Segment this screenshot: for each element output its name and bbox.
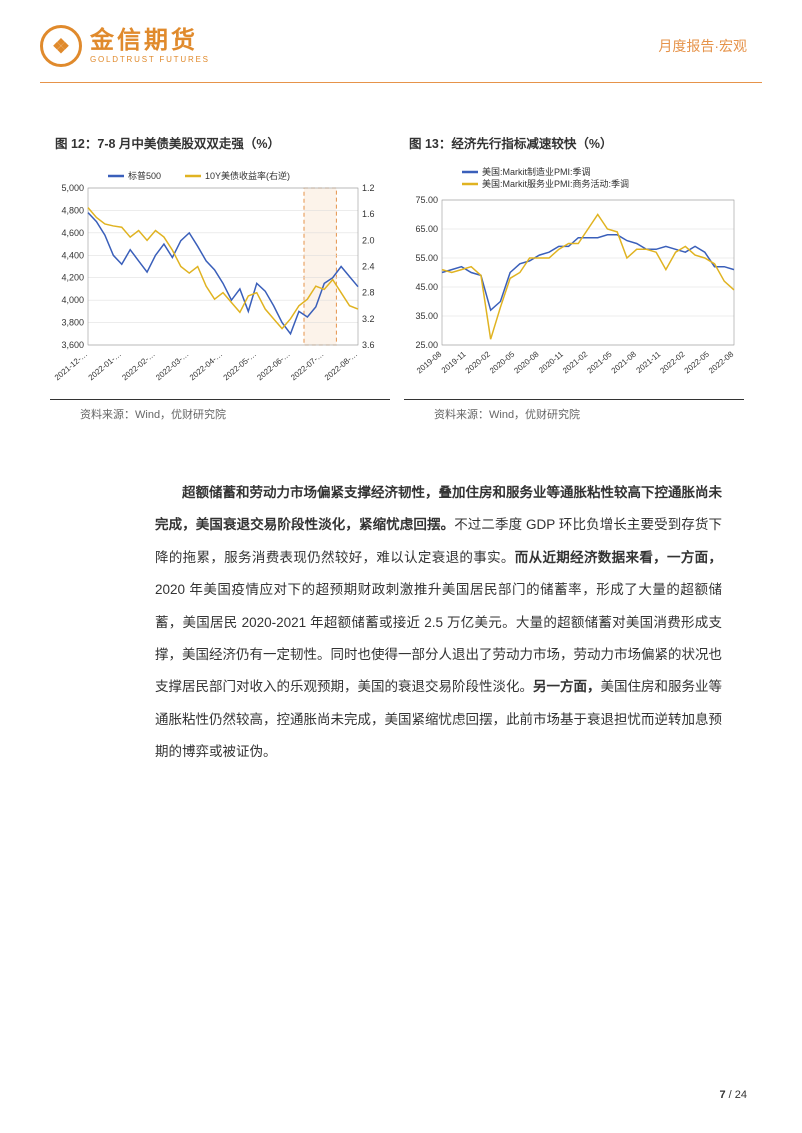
- svg-text:4,800: 4,800: [61, 205, 84, 215]
- svg-text:2020-02: 2020-02: [464, 349, 493, 375]
- svg-text:3.2: 3.2: [362, 314, 375, 324]
- chart-12-title: 图 12：7-8 月中美债美股双双走强（%）: [50, 133, 390, 152]
- svg-text:2022-05-…: 2022-05-…: [222, 350, 258, 383]
- svg-text:4,000: 4,000: [61, 295, 84, 305]
- svg-text:3,600: 3,600: [61, 340, 84, 350]
- body-bold-2: 而从近期经济数据来看，一方面，: [515, 550, 722, 565]
- svg-text:2021-12-…: 2021-12-…: [53, 350, 89, 383]
- svg-text:55.00: 55.00: [415, 253, 438, 263]
- charts-row: 图 12：7-8 月中美债美股双双走强（%） 3,600 3,800 4,000 4,…: [0, 83, 802, 422]
- svg-text:2021-02: 2021-02: [561, 349, 590, 375]
- svg-text:2021-11: 2021-11: [634, 349, 662, 375]
- chart-12-source: 资料来源：Wind，优财研究院: [50, 399, 390, 422]
- logo-cn: 金信期货: [90, 28, 210, 54]
- svg-text:美国:Markit服务业PMI:商务活动:季调: 美国:Markit服务业PMI:商务活动:季调: [482, 178, 629, 189]
- body-paragraph: 超额储蓄和劳动力市场偏紧支撑经济韧性，叠加住房和服务业等通胀粘性较高下控通胀尚未…: [0, 422, 802, 769]
- svg-text:2022-07-…: 2022-07-…: [289, 350, 325, 383]
- svg-text:2022-03-…: 2022-03-…: [154, 350, 190, 383]
- chart-13-canvas: 25.00 35.00 45.00 55.00 65.00 75.00 2019-08201…: [404, 160, 744, 395]
- svg-text:2022-01-…: 2022-01-…: [87, 350, 123, 383]
- page-total: 24: [735, 1089, 747, 1101]
- svg-text:2021-05: 2021-05: [585, 349, 614, 375]
- svg-text:2021-08: 2021-08: [610, 349, 639, 375]
- svg-text:1.6: 1.6: [362, 209, 375, 219]
- svg-text:65.00: 65.00: [415, 224, 438, 234]
- svg-text:2019-11: 2019-11: [440, 349, 468, 375]
- logo-en: GOLDTRUST FUTURES: [90, 55, 210, 64]
- svg-text:2020-05: 2020-05: [488, 349, 517, 375]
- page-header: ❖ 金信期货 GOLDTRUST FUTURES 月度报告·宏观: [0, 0, 802, 77]
- logo-text: 金信期货 GOLDTRUST FUTURES: [90, 28, 210, 63]
- svg-text:美国:Markit制造业PMI:季调: 美国:Markit制造业PMI:季调: [482, 166, 591, 177]
- svg-text:2022-05: 2022-05: [683, 349, 712, 375]
- svg-text:标普500: 标普500: [128, 170, 161, 181]
- svg-text:2022-04-…: 2022-04-…: [188, 350, 224, 383]
- svg-text:25.00: 25.00: [415, 340, 438, 350]
- svg-text:35.00: 35.00: [415, 311, 438, 321]
- svg-text:75.00: 75.00: [415, 195, 438, 205]
- body-text-2: 2020 年美国疫情应对下的超预期财政刺激推升美国居民部门的储蓄率，形成了大量的…: [155, 582, 722, 694]
- svg-text:2022-08: 2022-08: [707, 349, 736, 375]
- svg-text:2.4: 2.4: [362, 262, 375, 272]
- svg-text:2020-11: 2020-11: [537, 349, 565, 375]
- svg-text:2022-08-…: 2022-08-…: [323, 350, 359, 383]
- svg-text:2.0: 2.0: [362, 235, 375, 245]
- svg-text:4,200: 4,200: [61, 273, 84, 283]
- page-sep: /: [726, 1089, 735, 1101]
- report-type-label: 月度报告·宏观: [658, 36, 747, 56]
- svg-text:2022-02-…: 2022-02-…: [120, 350, 156, 383]
- svg-text:10Y美债收益率(右逆): 10Y美债收益率(右逆): [205, 170, 290, 181]
- svg-text:2022-02: 2022-02: [658, 349, 687, 375]
- chart-13-title: 图 13：经济先行指标减速较快（%）: [404, 133, 744, 152]
- svg-text:4,400: 4,400: [61, 250, 84, 260]
- svg-text:4,600: 4,600: [61, 228, 84, 238]
- svg-text:45.00: 45.00: [415, 282, 438, 292]
- logo-icon: ❖: [40, 25, 82, 67]
- svg-text:2020-08: 2020-08: [512, 349, 541, 375]
- svg-text:3,800: 3,800: [61, 318, 84, 328]
- svg-text:2022-06-…: 2022-06-…: [255, 350, 291, 383]
- body-bold-3: 另一方面，: [533, 679, 601, 694]
- svg-text:2019-08: 2019-08: [415, 349, 444, 375]
- chart-12-block: 图 12：7-8 月中美债美股双双走强（%） 3,600 3,800 4,000 4,…: [50, 133, 390, 422]
- page-number: 7 / 24: [719, 1089, 747, 1101]
- svg-text:2.8: 2.8: [362, 288, 375, 298]
- svg-text:3.6: 3.6: [362, 340, 375, 350]
- chart-12-canvas: 3,600 3,800 4,000 4,200 4,400 4,600 4,800 5,000…: [50, 160, 390, 395]
- logo-block: ❖ 金信期货 GOLDTRUST FUTURES: [40, 25, 210, 67]
- chart-13-block: 图 13：经济先行指标减速较快（%） 25.00 35.00 45.00 55.00 6…: [404, 133, 744, 422]
- svg-text:5,000: 5,000: [61, 183, 84, 193]
- svg-text:1.2: 1.2: [362, 183, 375, 193]
- chart-13-source: 资料来源：Wind，优财研究院: [404, 399, 744, 422]
